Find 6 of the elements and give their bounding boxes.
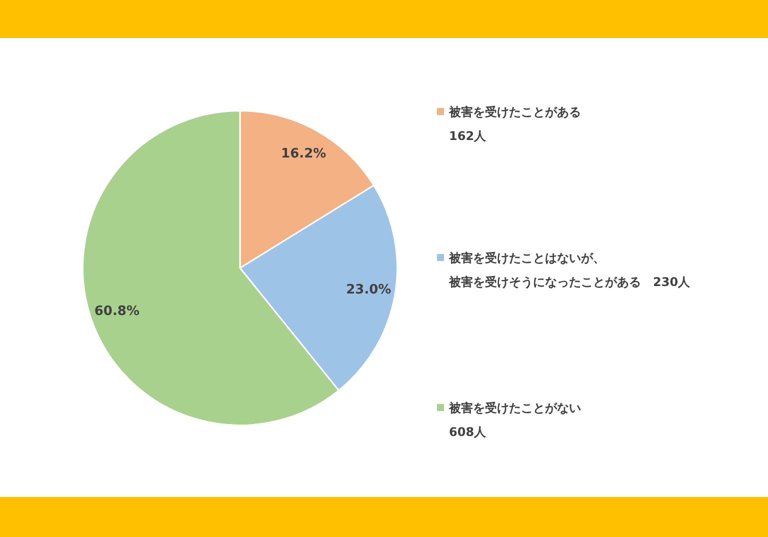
legend-label: 被害を受けたことがない 608人 <box>448 400 581 441</box>
data-label: 16.2% <box>281 146 326 162</box>
legend-label: 被害を受けたことがある 162人 <box>448 104 581 145</box>
data-label: 60.8% <box>94 304 140 319</box>
data-label: 23.0% <box>346 282 392 298</box>
legend-label: 被害を受けたことはないが、被害を受けそうになったことがある 230人 <box>448 250 690 291</box>
